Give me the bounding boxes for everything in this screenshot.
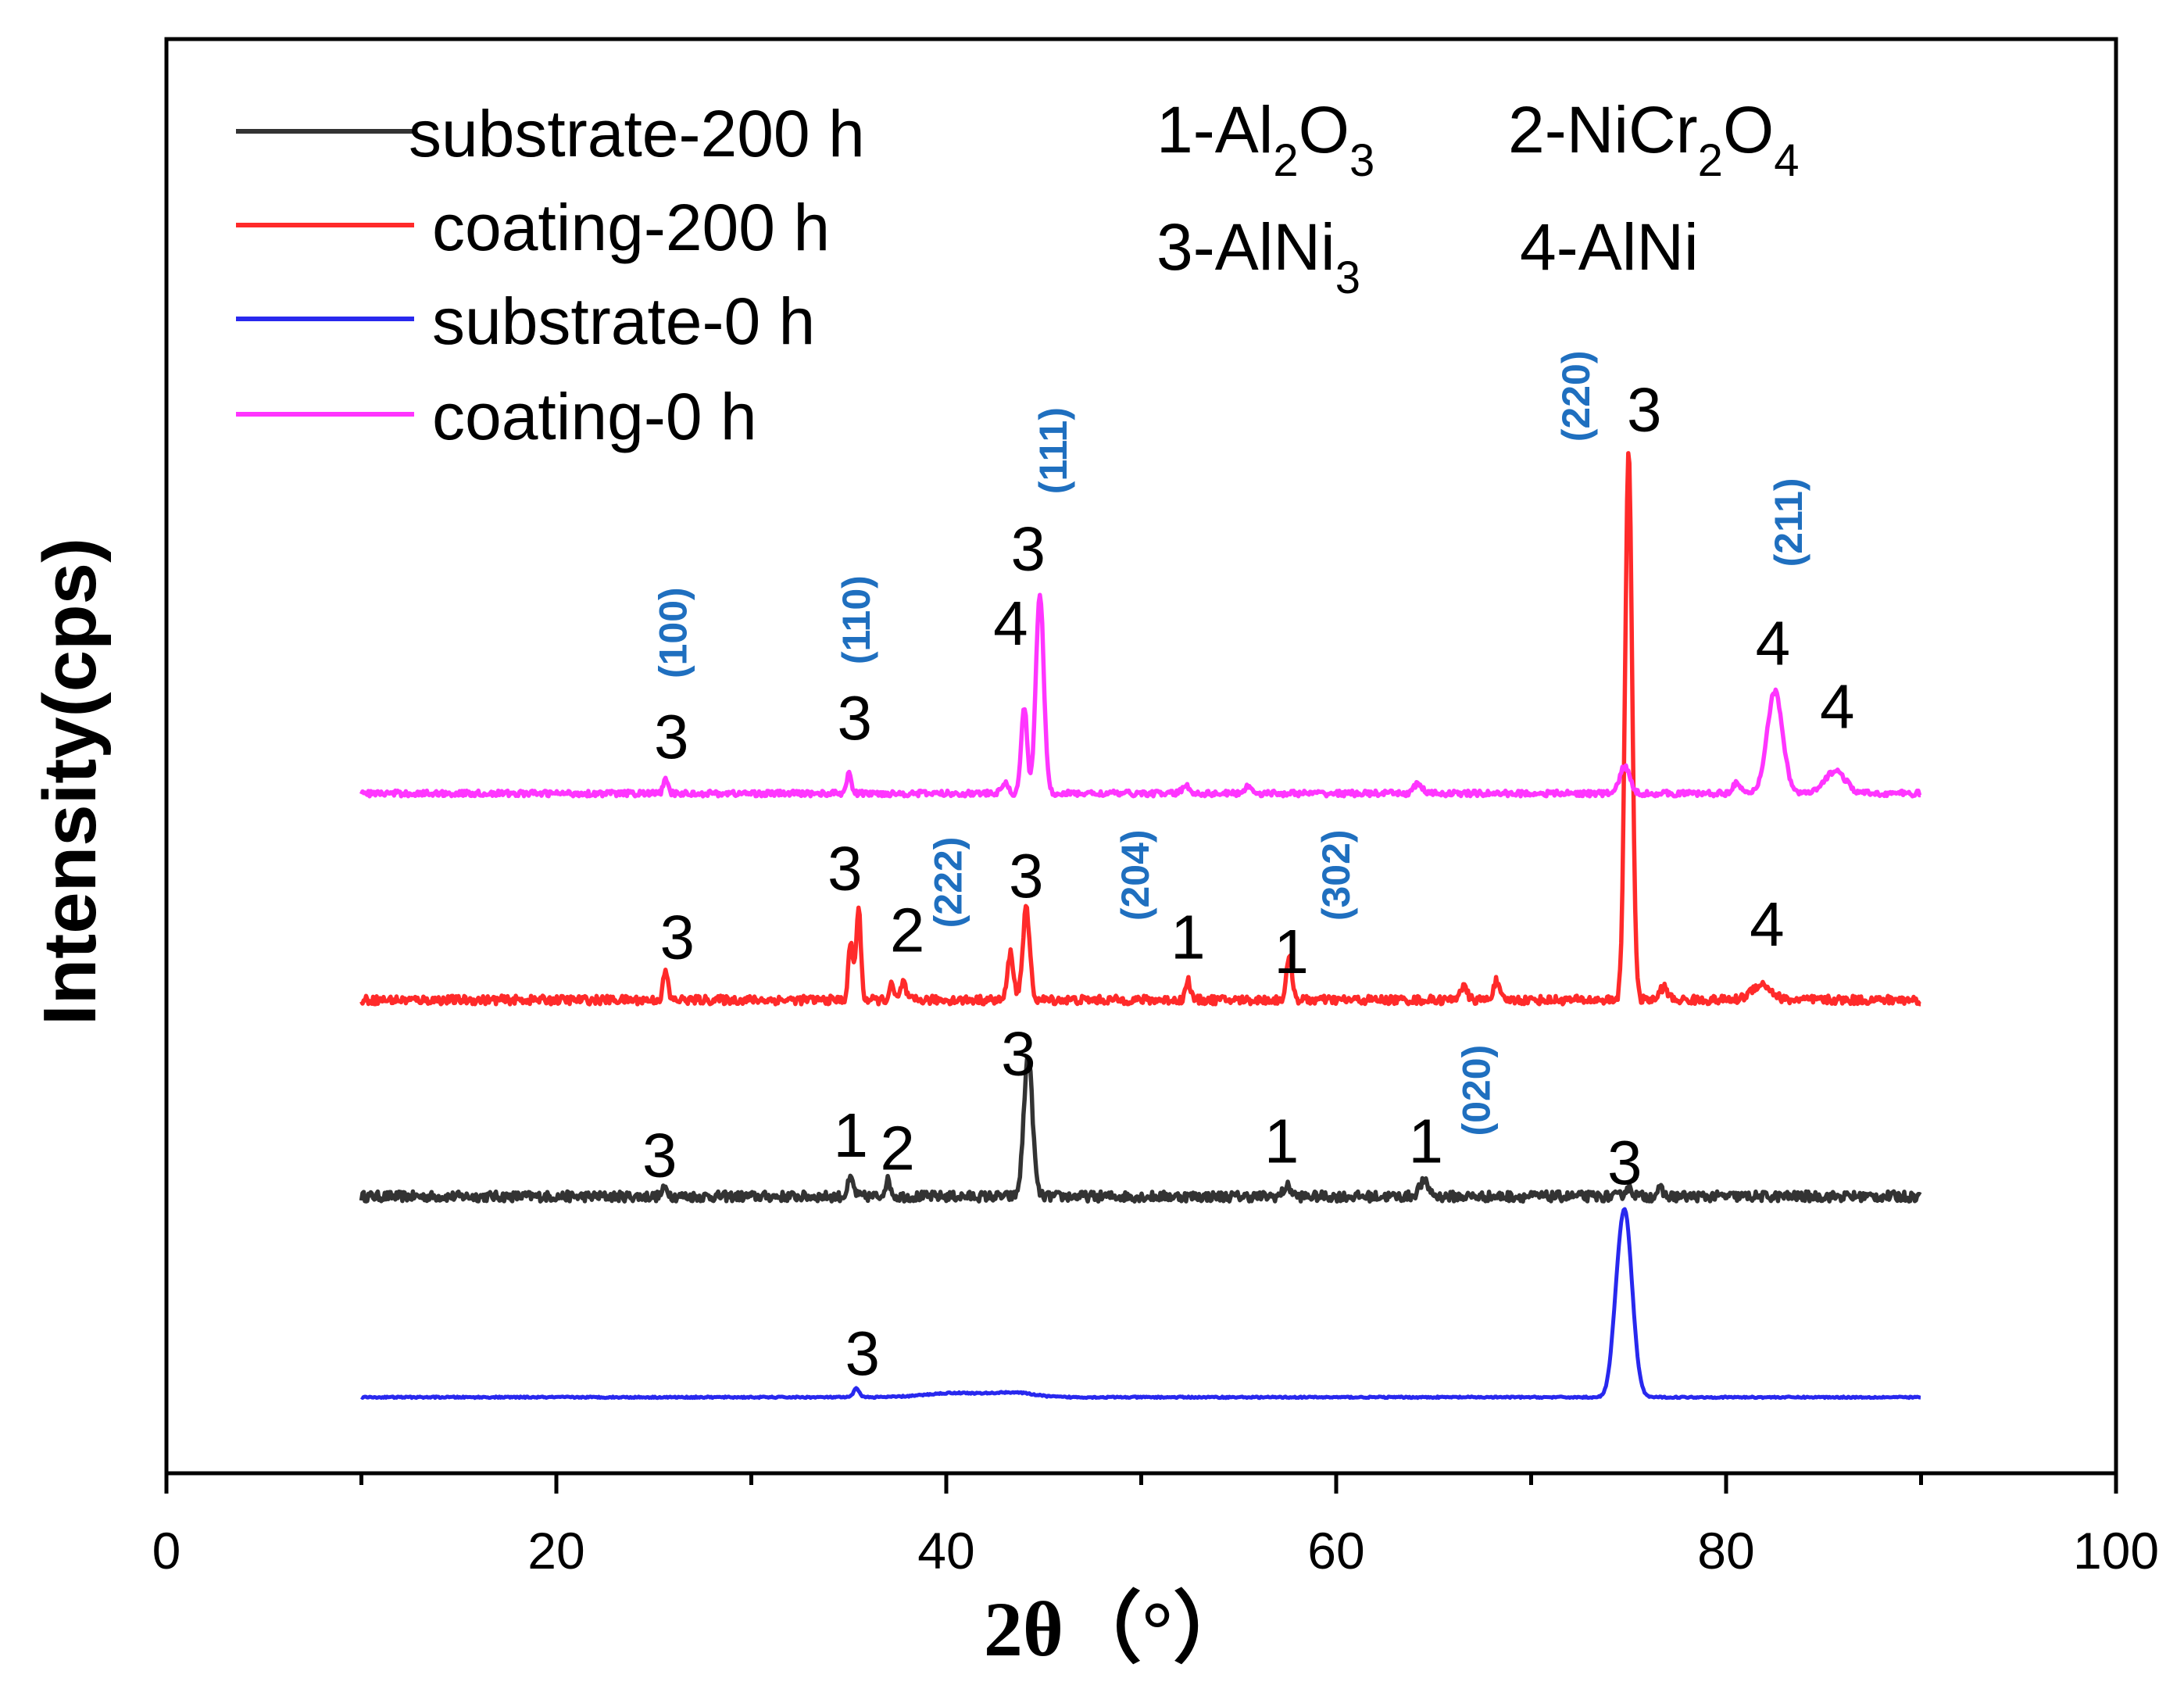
series-line-4 (359, 592, 1922, 799)
peak-label: 3 (837, 683, 872, 753)
hkl-label: (111) (1031, 407, 1075, 494)
phase-key-2: 2-NiCr2O4 (1508, 93, 1800, 186)
x-axis: 0 20 40 60 80 100 (152, 1473, 2159, 1580)
x-tick-label: 100 (2073, 1522, 2159, 1580)
hkl-label: (211) (1767, 478, 1810, 567)
legend: substrate-200 h coating-200 h substrate-0 … (236, 97, 865, 453)
peak-label: 3 (1011, 513, 1046, 583)
series-line-3 (360, 1207, 1921, 1401)
legend-label-1: substrate-200 h (409, 97, 865, 170)
peak-label: 1 (1409, 1106, 1444, 1175)
x-tick-label: 0 (152, 1522, 181, 1580)
series-line-2 (359, 451, 1922, 1007)
hkl-label: (204) (1113, 829, 1157, 921)
phase-key-4: 4-AlNi (1520, 210, 1699, 284)
legend-label-2: coating-200 h (432, 191, 830, 264)
peak-label: 3 (1001, 1018, 1036, 1088)
x-tick-label: 20 (527, 1522, 584, 1580)
hkl-label: (100) (652, 587, 695, 678)
hkl-label: (302) (1314, 829, 1358, 921)
peak-label: 1 (833, 1100, 868, 1170)
x-tick-label: 40 (917, 1522, 974, 1580)
legend-label-4: coating-0 h (432, 380, 757, 453)
series-line-1 (359, 1057, 1922, 1204)
peak-label: 3 (659, 903, 695, 972)
x-tick-label: 60 (1307, 1522, 1364, 1580)
hkl-label: (220) (1554, 351, 1598, 442)
x-tick-label: 80 (1697, 1522, 1754, 1580)
peak-label: 2 (890, 896, 925, 965)
peak-label: 2 (880, 1113, 915, 1183)
hkl-label: (110) (835, 575, 878, 664)
peak-label: 1 (1264, 1106, 1299, 1175)
peak-label: 3 (1607, 1128, 1642, 1197)
y-axis-title: Intensity(cps) (28, 538, 112, 1025)
legend-label-3: substrate-0 h (432, 284, 815, 358)
peak-label: 3 (1009, 841, 1044, 911)
phase-key-3: 3-AlNi3 (1156, 210, 1360, 303)
peak-label: 1 (1274, 917, 1309, 986)
peak-label: 3 (654, 702, 689, 771)
hkl-label: (020) (1455, 1045, 1499, 1136)
peak-label: 3 (845, 1319, 880, 1388)
peak-label: 3 (1627, 374, 1662, 444)
peak-label: 3 (642, 1121, 677, 1190)
peak-label: 4 (1756, 609, 1791, 678)
hkl-label: (222) (927, 837, 970, 929)
peak-label: 4 (993, 589, 1028, 658)
phase-key: 1-Al2O3 2-NiCr2O4 3-AlNi3 4-AlNi (1156, 93, 1800, 303)
peak-label: 1 (1171, 903, 1206, 972)
phase-key-1: 1-Al2O3 (1156, 93, 1374, 186)
peak-label: 4 (1820, 671, 1855, 741)
x-axis-title: 2θ（°） (984, 1586, 1251, 1673)
hkl-labels: (100) (110) (111) (220) (211) (222) (204) (302)… (652, 351, 1810, 1136)
peak-label: 3 (827, 834, 863, 903)
peak-label: 4 (1750, 889, 1785, 959)
series-layer (359, 451, 1922, 1401)
